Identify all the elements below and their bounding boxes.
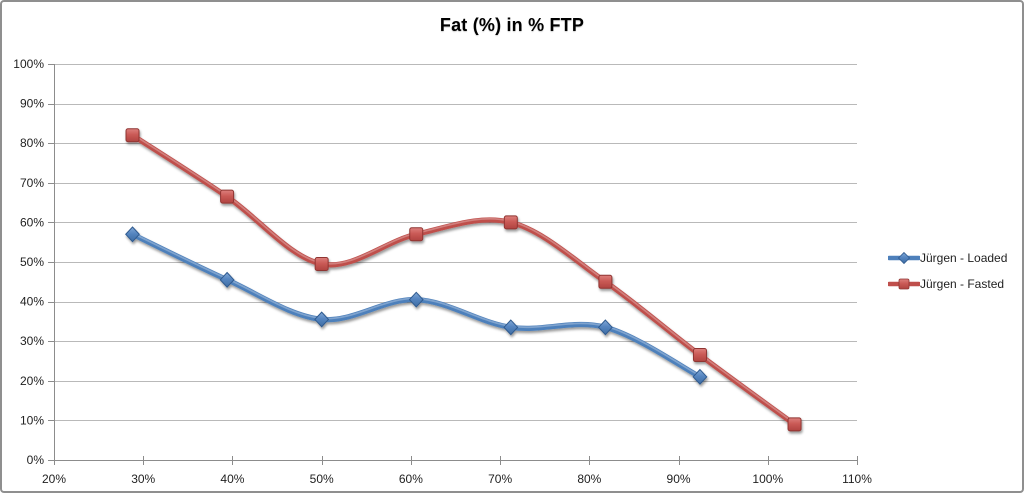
- series-loaded: [125, 226, 708, 385]
- legend-item: Jürgen - Fasted: [888, 271, 1007, 297]
- data-point-marker: [692, 368, 708, 385]
- data-point-marker: [125, 226, 140, 243]
- data-point-marker: [408, 291, 424, 308]
- x-tick-label: 100%: [752, 472, 783, 486]
- data-point-marker: [598, 274, 613, 289]
- x-tick-label: 60%: [399, 472, 423, 486]
- x-tick-label: 70%: [488, 472, 512, 486]
- data-point-marker: [219, 271, 235, 288]
- data-point-marker: [503, 319, 519, 336]
- gridlines: [54, 64, 857, 421]
- y-tick-label: 80%: [20, 136, 44, 150]
- data-point-marker: [787, 417, 802, 432]
- y-tick-label: 90%: [20, 97, 44, 111]
- legend: Jürgen - Loaded Jürgen - Fasted: [888, 245, 1007, 297]
- axes: [48, 64, 858, 465]
- legend-item: Jürgen - Loaded: [888, 245, 1007, 271]
- data-point-marker: [409, 227, 424, 242]
- chart-title: Fat (%) in % FTP: [439, 15, 585, 35]
- data-point-marker: [314, 256, 329, 271]
- legend-marker-diamond-icon: [888, 251, 920, 265]
- legend-label: Jürgen - Fasted: [920, 277, 1005, 291]
- data-point-marker: [692, 348, 707, 363]
- x-tick-label: 90%: [667, 472, 691, 486]
- data-point-marker: [597, 319, 613, 336]
- y-tick-label: 30%: [20, 334, 44, 348]
- x-tick-label: 40%: [220, 472, 244, 486]
- series-fasted: [125, 128, 802, 432]
- x-tick-label: 50%: [310, 472, 334, 486]
- legend-label: Jürgen - Loaded: [920, 251, 1008, 265]
- y-tick-label: 50%: [20, 255, 44, 269]
- y-tick-label: 40%: [20, 295, 44, 309]
- y-tick-label: 10%: [20, 413, 44, 427]
- x-tick-label: 30%: [131, 472, 155, 486]
- y-tick-label: 70%: [20, 176, 44, 190]
- y-tick-label: 60%: [20, 215, 44, 229]
- x-tick-label: 20%: [42, 472, 66, 486]
- data-point-marker: [125, 128, 140, 143]
- data-point-marker: [220, 189, 235, 204]
- data-point-marker: [314, 311, 330, 328]
- data-point-marker: [503, 215, 518, 230]
- y-tick-label: 0%: [27, 453, 45, 467]
- legend-marker-square-icon: [888, 278, 920, 290]
- x-tick-label: 80%: [577, 472, 601, 486]
- x-tick-label: 110%: [842, 472, 872, 486]
- y-tick-label: 100%: [13, 57, 44, 71]
- y-tick-label: 20%: [20, 374, 44, 388]
